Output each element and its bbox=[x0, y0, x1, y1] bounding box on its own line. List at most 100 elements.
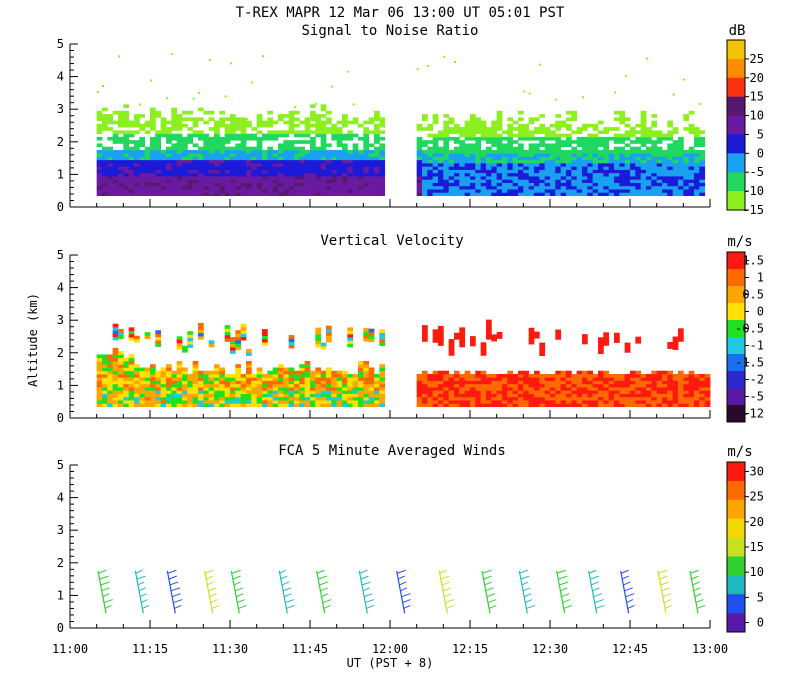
snr-cell bbox=[139, 156, 146, 161]
vv-cell bbox=[315, 393, 322, 398]
snr-cell bbox=[470, 192, 476, 196]
vv-cell bbox=[667, 400, 674, 404]
vv-cell bbox=[432, 396, 439, 401]
snr-cell bbox=[470, 166, 476, 170]
snr-cell bbox=[230, 123, 236, 128]
snr-cell bbox=[470, 153, 476, 157]
vv-cell bbox=[246, 403, 252, 407]
vv-cell bbox=[304, 373, 311, 378]
vv-cell bbox=[326, 377, 332, 381]
snr-cell bbox=[96, 169, 103, 174]
snr-cell bbox=[630, 127, 636, 131]
snr-cell bbox=[512, 192, 519, 196]
vv-cell bbox=[331, 390, 338, 394]
snr-cell bbox=[166, 127, 172, 131]
snr-cell bbox=[662, 176, 668, 180]
vv-cell bbox=[214, 403, 220, 407]
vv-cell bbox=[555, 383, 562, 388]
snr-cell bbox=[550, 189, 556, 193]
vv-cell bbox=[486, 390, 492, 394]
snr-cell bbox=[432, 189, 439, 193]
snr-cell bbox=[368, 169, 375, 174]
snr-cell bbox=[651, 140, 658, 144]
vv-cell bbox=[544, 387, 551, 391]
vv-top-cell bbox=[176, 342, 183, 347]
snr-cell bbox=[374, 189, 380, 193]
snr-cell bbox=[150, 179, 156, 183]
vv-cell bbox=[272, 403, 279, 407]
snr-cell bbox=[544, 182, 551, 187]
snr-cell bbox=[102, 179, 108, 183]
vv-cell bbox=[294, 387, 300, 391]
snr-cell bbox=[331, 159, 338, 164]
vv-cell bbox=[198, 387, 204, 391]
vv-top-cell bbox=[246, 352, 252, 356]
snr-cell bbox=[438, 182, 444, 187]
snr-cell bbox=[534, 169, 540, 174]
vv-cell bbox=[246, 364, 252, 368]
vv-cell bbox=[438, 393, 444, 398]
wind-barb bbox=[101, 587, 110, 592]
snr-cell bbox=[310, 146, 316, 151]
colorbar-frame bbox=[726, 251, 746, 423]
snr-cell bbox=[315, 176, 322, 180]
snr-cell bbox=[566, 127, 572, 131]
snr-cell bbox=[192, 169, 199, 174]
snr-cell bbox=[614, 169, 620, 174]
vv-cell bbox=[118, 351, 124, 355]
snr-cell bbox=[656, 162, 663, 167]
vv-cell bbox=[336, 377, 343, 381]
wind-barb bbox=[397, 575, 405, 580]
vv-cell bbox=[454, 370, 460, 375]
snr-cell bbox=[443, 166, 450, 170]
snr-cell bbox=[635, 192, 642, 196]
vv-cell bbox=[182, 373, 188, 378]
vv-cell bbox=[304, 380, 311, 385]
snr-cell bbox=[475, 136, 482, 141]
snr-cell bbox=[379, 149, 386, 154]
vv-cell bbox=[112, 357, 119, 362]
snr-cell bbox=[235, 156, 242, 161]
snr-cell bbox=[139, 159, 146, 164]
vv-cell bbox=[240, 390, 247, 394]
snr-cell bbox=[123, 185, 130, 190]
snr-cell bbox=[619, 185, 626, 190]
snr-cell bbox=[171, 159, 178, 164]
snr-cell bbox=[246, 192, 252, 196]
snr-cell bbox=[582, 182, 588, 187]
snr-cell bbox=[534, 159, 540, 164]
vv-cell bbox=[134, 373, 140, 378]
snr-cell bbox=[678, 182, 684, 187]
snr-cell bbox=[251, 136, 258, 141]
snr-cell bbox=[672, 192, 679, 196]
vv-cell bbox=[374, 400, 380, 404]
snr-cell bbox=[576, 166, 583, 170]
vv-top-cell bbox=[454, 332, 460, 337]
snr-cell bbox=[571, 166, 578, 170]
snr-cell bbox=[144, 169, 151, 174]
snr-cell bbox=[272, 182, 279, 187]
snr-cell bbox=[96, 185, 103, 190]
snr-cell bbox=[544, 127, 551, 131]
vv-cell bbox=[331, 400, 338, 404]
vv-cell bbox=[299, 390, 306, 394]
vv-top-cell bbox=[438, 332, 444, 337]
vv-cell bbox=[123, 373, 130, 378]
vv-top-cell bbox=[155, 340, 162, 344]
vv-cell bbox=[662, 373, 668, 378]
vv-cell bbox=[379, 370, 386, 375]
vv-cell bbox=[598, 393, 604, 398]
vv-cell bbox=[555, 393, 562, 398]
snr-cell bbox=[326, 153, 332, 157]
snr-cell bbox=[624, 182, 631, 187]
vv-cell bbox=[262, 377, 268, 381]
vv-top-cell bbox=[486, 332, 492, 337]
snr-cell bbox=[464, 130, 471, 135]
vv-cell bbox=[646, 383, 652, 388]
vv-top-cell bbox=[128, 330, 135, 335]
vv-top-cell bbox=[555, 336, 562, 340]
vv-cell bbox=[374, 403, 380, 407]
snr-cell bbox=[208, 169, 215, 174]
vv-cell bbox=[187, 380, 194, 385]
